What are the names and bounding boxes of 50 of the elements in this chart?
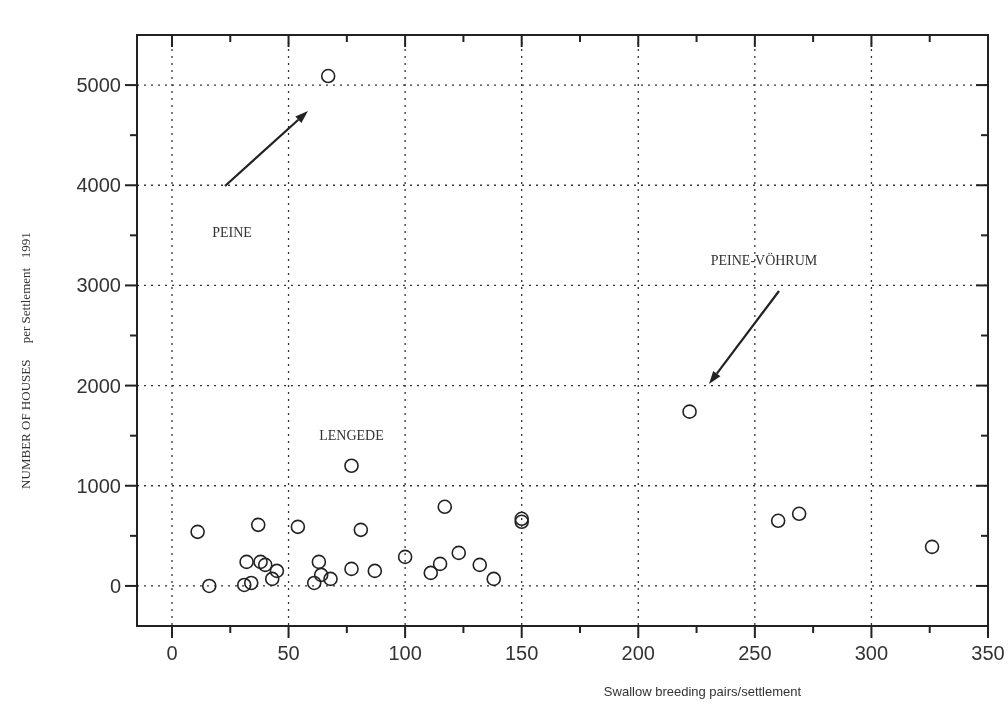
x-tick-label: 250 <box>738 642 772 664</box>
x-axis-title: Swallow breeding pairs/settlement <box>603 684 802 699</box>
x-tick-label: 0 <box>166 642 178 664</box>
y-tick-label: 0 <box>109 574 121 597</box>
x-tick-label: 50 <box>277 642 300 664</box>
x-tick-label: 150 <box>505 642 539 664</box>
y-tick-label: 3000 <box>76 274 121 297</box>
point <box>423 565 439 581</box>
point <box>486 571 502 587</box>
point <box>472 557 488 573</box>
point <box>264 571 280 587</box>
point <box>353 522 369 538</box>
point <box>313 567 329 583</box>
x-tick-label: 100 <box>388 642 422 664</box>
y-tick-label: 2000 <box>76 374 121 397</box>
point <box>320 68 336 84</box>
point <box>323 571 338 587</box>
annotation: PEINE-VÖHRUM <box>710 252 818 268</box>
point <box>290 519 306 535</box>
point <box>250 517 266 533</box>
point <box>311 554 327 570</box>
point <box>190 524 205 540</box>
point <box>201 578 217 594</box>
point <box>269 563 285 579</box>
point <box>770 513 786 529</box>
x-tick-label: 300 <box>854 642 889 664</box>
y-tick-label: 4000 <box>76 174 121 197</box>
annotation: PEINE <box>212 225 252 240</box>
point <box>367 563 383 579</box>
point <box>306 575 322 591</box>
point <box>243 575 259 591</box>
point <box>397 549 413 565</box>
x-tick-label: 200 <box>621 642 655 664</box>
point <box>791 506 807 522</box>
point <box>257 557 273 573</box>
x-tick-label: 350 <box>971 642 1005 664</box>
point <box>451 545 467 561</box>
y-axis-title: NUMBER OF HOUSES per Settlement 1991 <box>18 232 33 489</box>
point <box>924 539 940 555</box>
point <box>239 554 254 570</box>
point <box>682 404 697 419</box>
y-tick-label: 5000 <box>76 74 121 97</box>
point <box>344 561 359 577</box>
y-tick-label: 1000 <box>76 474 121 497</box>
point <box>253 554 268 570</box>
point <box>437 499 453 515</box>
point <box>432 556 448 572</box>
annotation: LENGEDE <box>319 427 384 443</box>
point <box>344 458 359 474</box>
point <box>236 577 252 593</box>
